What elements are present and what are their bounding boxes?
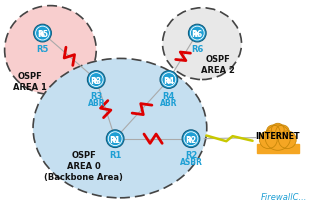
Circle shape bbox=[271, 123, 284, 136]
Text: OSPF
AREA 0
(Backbone Area): OSPF AREA 0 (Backbone Area) bbox=[44, 150, 123, 182]
Circle shape bbox=[106, 130, 124, 148]
Circle shape bbox=[87, 71, 105, 88]
Ellipse shape bbox=[4, 6, 96, 94]
Text: R5: R5 bbox=[36, 45, 49, 54]
Text: ABR: ABR bbox=[87, 99, 105, 108]
Circle shape bbox=[182, 130, 200, 148]
Circle shape bbox=[160, 71, 178, 88]
Circle shape bbox=[188, 24, 206, 42]
Text: R1: R1 bbox=[110, 136, 121, 145]
Text: INTERNET: INTERNET bbox=[255, 132, 300, 141]
Circle shape bbox=[276, 125, 289, 138]
Text: OSPF
AREA 2: OSPF AREA 2 bbox=[201, 55, 235, 75]
Text: R4: R4 bbox=[163, 92, 175, 101]
Text: R4: R4 bbox=[163, 77, 174, 86]
Text: FirewallC...: FirewallC... bbox=[260, 193, 307, 202]
Circle shape bbox=[260, 131, 277, 149]
Text: R2: R2 bbox=[185, 136, 196, 145]
Text: R6: R6 bbox=[191, 45, 204, 54]
Text: ASBR: ASBR bbox=[180, 158, 203, 167]
Ellipse shape bbox=[33, 58, 207, 198]
Text: ABR: ABR bbox=[160, 99, 178, 108]
Circle shape bbox=[34, 24, 52, 42]
Circle shape bbox=[278, 131, 296, 149]
Text: R1: R1 bbox=[109, 151, 121, 160]
Text: OSPF
AREA 1: OSPF AREA 1 bbox=[13, 72, 47, 92]
Ellipse shape bbox=[163, 8, 242, 80]
Text: R6: R6 bbox=[192, 30, 203, 39]
Text: R3: R3 bbox=[90, 92, 102, 101]
Text: R5: R5 bbox=[37, 30, 48, 39]
Text: R2: R2 bbox=[185, 151, 197, 160]
Circle shape bbox=[267, 125, 280, 138]
Circle shape bbox=[265, 125, 291, 150]
Bar bbox=[257, 144, 299, 153]
Text: R3: R3 bbox=[91, 77, 102, 86]
